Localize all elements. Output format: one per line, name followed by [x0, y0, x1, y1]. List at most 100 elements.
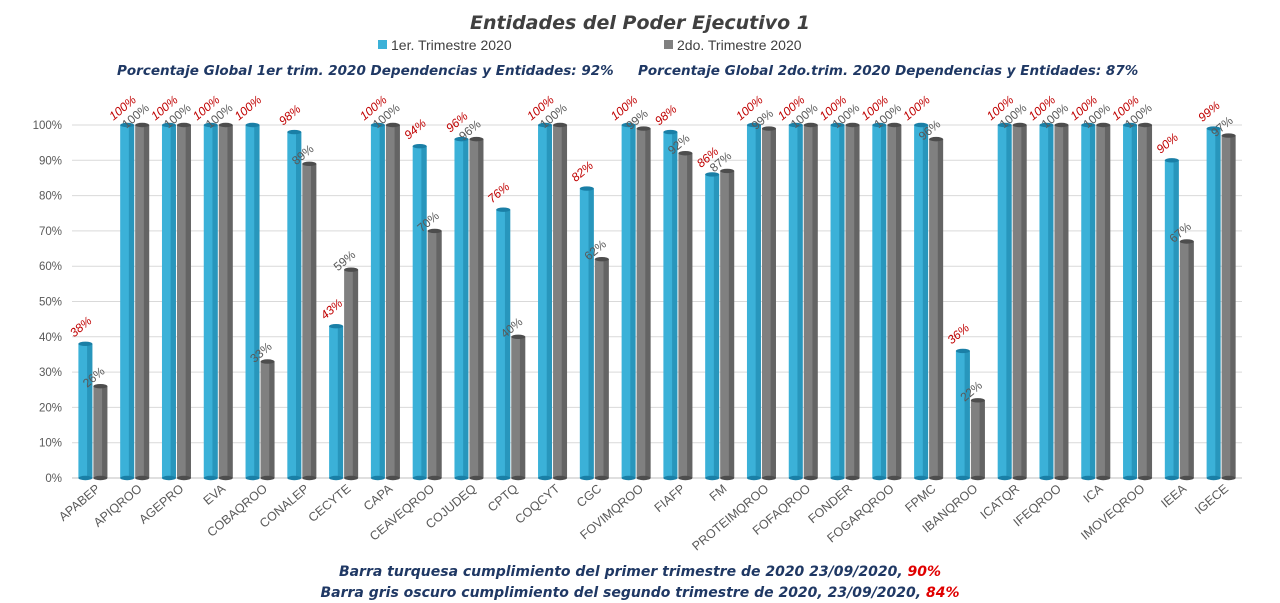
- bar-base: [678, 475, 693, 481]
- bar-shade: [770, 128, 776, 478]
- y-tick-label: 90%: [39, 155, 62, 167]
- bar-base: [454, 475, 469, 481]
- bar-shade: [212, 125, 218, 478]
- bar-q2-ceaveqroo: [427, 228, 442, 481]
- bar-q2-cgc: [594, 256, 609, 481]
- bar-base: [135, 475, 150, 481]
- bar-shade: [102, 386, 108, 478]
- bar-cap: [469, 136, 484, 142]
- bar-q1-capa: [370, 122, 385, 481]
- bar-shade: [881, 125, 887, 478]
- data-label-q1: 38%: [67, 314, 95, 340]
- data-label-q1: 43%: [318, 296, 346, 322]
- bar-shade: [630, 125, 636, 478]
- bar-q2-ibanqroo: [970, 398, 985, 481]
- y-tick-label: 50%: [39, 297, 62, 309]
- bar-q2-fovimqroo: [636, 126, 651, 481]
- data-label-q1: 94%: [401, 116, 429, 142]
- bar-q2-fiafp: [678, 151, 693, 481]
- legend-label-series-1: 1er. Trimestre 2020: [391, 37, 512, 53]
- bar-shade: [337, 326, 344, 478]
- bar-shade: [979, 400, 985, 478]
- bar-q2-ifeqroo: [1054, 122, 1069, 481]
- bar-base: [1221, 475, 1236, 481]
- bar-shade: [1146, 125, 1153, 478]
- bar-shade: [812, 125, 818, 478]
- bar-cap: [1206, 126, 1221, 131]
- bar-base: [803, 475, 818, 481]
- x-tick-label: PROTEIMQROO: [689, 481, 771, 553]
- bar-q1-fogarqroo: [872, 122, 887, 481]
- bar-shade: [672, 132, 678, 478]
- bar-cap: [553, 122, 568, 128]
- x-tick-label: CECYTE: [306, 482, 354, 525]
- bar-shade: [311, 163, 317, 478]
- x-tick-label: FM: [707, 482, 730, 504]
- bar-cap: [203, 122, 218, 128]
- bar-cap: [176, 122, 191, 128]
- bar-cap: [1081, 122, 1096, 128]
- bar-cap: [914, 122, 929, 128]
- bar-cap: [663, 129, 678, 135]
- bar-q1-fm: [705, 172, 720, 481]
- x-tick-label: COQCYT: [512, 481, 562, 526]
- bar-cap: [329, 324, 344, 329]
- bar-cap: [970, 398, 985, 403]
- bar-q1-apabep: [78, 341, 93, 481]
- bar-q2-cptq: [511, 334, 526, 481]
- bar-q2-imoveqroo: [1138, 122, 1153, 481]
- bar-cap: [218, 122, 233, 128]
- bar-base: [636, 475, 651, 481]
- bar-base: [1138, 475, 1153, 481]
- y-tick-label: 70%: [39, 226, 62, 238]
- bar-base: [720, 475, 735, 481]
- bar-cap: [1123, 122, 1138, 128]
- bar-cap: [720, 168, 735, 174]
- bar-cap: [412, 143, 427, 149]
- bar-cap: [1096, 122, 1111, 128]
- footer-second-quarter: Barra gris oscuro cumplimiento del segun…: [321, 585, 960, 601]
- bar-shade: [504, 209, 511, 478]
- bar-q2-ica: [1096, 122, 1111, 481]
- y-tick-label: 100%: [33, 120, 62, 132]
- bar-cap: [496, 207, 511, 212]
- bar-shade: [87, 343, 93, 478]
- y-tick-label: 20%: [39, 402, 62, 414]
- bar-cap: [454, 136, 469, 142]
- subtitle-second-quarter: Porcentaje Global 2do.trim. 2020 Depende…: [638, 63, 1138, 79]
- bar-cap: [872, 122, 887, 128]
- bar-base: [412, 475, 427, 481]
- bar-base: [761, 475, 776, 481]
- bar-cap: [803, 122, 818, 128]
- bar-cap: [161, 122, 176, 128]
- footer-first-quarter-text: Barra turquesa cumplimiento del primer t…: [339, 564, 908, 580]
- bar-base: [511, 475, 526, 481]
- bar-cap: [761, 126, 776, 131]
- subtitle-first-quarter: Porcentaje Global 1er trim. 2020 Depende…: [117, 63, 614, 79]
- bar-q2-cecyte: [344, 267, 359, 481]
- bar-q1-cobaqroo: [245, 122, 260, 481]
- x-tick-label: FPMC: [902, 482, 938, 515]
- bar-q2-cobaqroo: [260, 359, 275, 481]
- bar-cap: [1039, 122, 1054, 128]
- bar-q1-fovimqroo: [621, 122, 636, 481]
- bar-q1-ifeqroo: [1039, 122, 1054, 481]
- data-label-q1: 98%: [652, 102, 680, 128]
- bar-q2-eva: [218, 122, 233, 481]
- bar-base: [245, 475, 260, 481]
- x-tick-label: EVA: [201, 481, 229, 508]
- bar-cap: [245, 122, 260, 128]
- bar-shade: [269, 361, 275, 478]
- legend-swatch-series-1: [378, 40, 387, 49]
- bar-q1-icatqr: [997, 122, 1012, 481]
- data-label-q1: 100%: [900, 93, 933, 124]
- bar-q1-fiafp: [663, 129, 678, 481]
- bar-q1-imoveqroo: [1123, 122, 1138, 481]
- bar-q2-proteimqroo: [761, 126, 776, 481]
- y-tick-label: 60%: [39, 261, 62, 273]
- bar-shade: [379, 125, 385, 478]
- bar-base: [302, 475, 317, 481]
- bar-q2-coqcyt: [553, 122, 568, 481]
- bar-base: [621, 475, 636, 481]
- bar-q1-cgc: [579, 186, 594, 481]
